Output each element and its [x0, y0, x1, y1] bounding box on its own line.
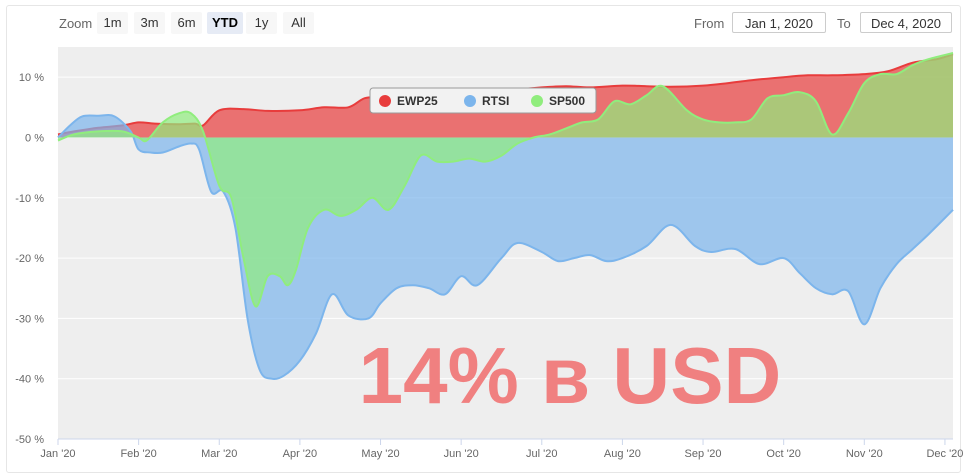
legend-label: RTSI [482, 94, 509, 108]
x-tick-label: Mar '20 [201, 448, 237, 460]
zoom-button-3m[interactable]: 3m [134, 12, 165, 34]
legend-marker [464, 95, 476, 107]
zoom-button-1m[interactable]: 1m [97, 12, 128, 34]
legend: EWP25 RTSI SP500 [369, 87, 597, 114]
zoom-button-all[interactable]: All [283, 12, 314, 34]
y-tick-label: -20 % [15, 253, 44, 265]
from-label: From [694, 16, 725, 31]
x-tick-label: Jul '20 [526, 448, 557, 460]
zoom-button-ytd[interactable]: YTD [207, 12, 243, 34]
legend-marker [531, 95, 543, 107]
legend-item-rtsi[interactable]: RTSI [464, 94, 509, 108]
legend-item-ewp25[interactable]: EWP25 [379, 94, 438, 108]
zoom-button-1y[interactable]: 1y [246, 12, 277, 34]
legend-label: SP500 [549, 94, 585, 108]
y-tick-label: -40 % [15, 374, 44, 386]
x-axis: Jan '20 Feb '20 Mar '20 Apr '20 May '20 Jun '… [40, 438, 963, 460]
overlay-caption: 14% в USD [359, 331, 782, 420]
from-date-input[interactable]: Jan 1, 2020 [732, 12, 826, 33]
y-tick-label: 10 % [19, 72, 44, 84]
x-tick-label: Aug '20 [604, 448, 641, 460]
legend-box [369, 87, 597, 114]
range-selector-toolbar: Zoom 1m 3m 6m YTD 1y All From Jan 1, 202… [0, 0, 965, 40]
legend-marker [379, 95, 391, 107]
y-tick-label: 0 % [25, 132, 44, 144]
x-tick-label: Sep '20 [685, 448, 722, 460]
x-tick-label: Dec '20 [926, 448, 963, 460]
zoom-label: Zoom [59, 16, 93, 31]
x-tick-label: Jan '20 [40, 448, 75, 460]
x-tick-label: Oct '20 [766, 448, 801, 460]
legend-item-sp500[interactable]: SP500 [531, 94, 585, 108]
to-date-input[interactable]: Dec 4, 2020 [860, 12, 952, 33]
x-tick-label: May '20 [361, 448, 399, 460]
legend-label: EWP25 [397, 94, 438, 108]
y-tick-label: -50 % [15, 434, 44, 446]
y-axis: 10 % 0 % -10 % -20 % -30 % -40 % -50 % [15, 72, 44, 446]
series-line-rtsi [57, 114, 954, 381]
series-line-sp500 [57, 52, 954, 308]
series-area-sp500 [58, 53, 953, 307]
y-tick-label: -10 % [15, 193, 44, 205]
to-label: To [837, 16, 851, 31]
y-tick-label: -30 % [15, 313, 44, 325]
x-tick-label: Jun '20 [444, 448, 479, 460]
x-tick-label: Feb '20 [120, 448, 156, 460]
x-tick-label: Nov '20 [846, 448, 883, 460]
x-tick-label: Apr '20 [283, 448, 318, 460]
zoom-button-6m[interactable]: 6m [171, 12, 202, 34]
